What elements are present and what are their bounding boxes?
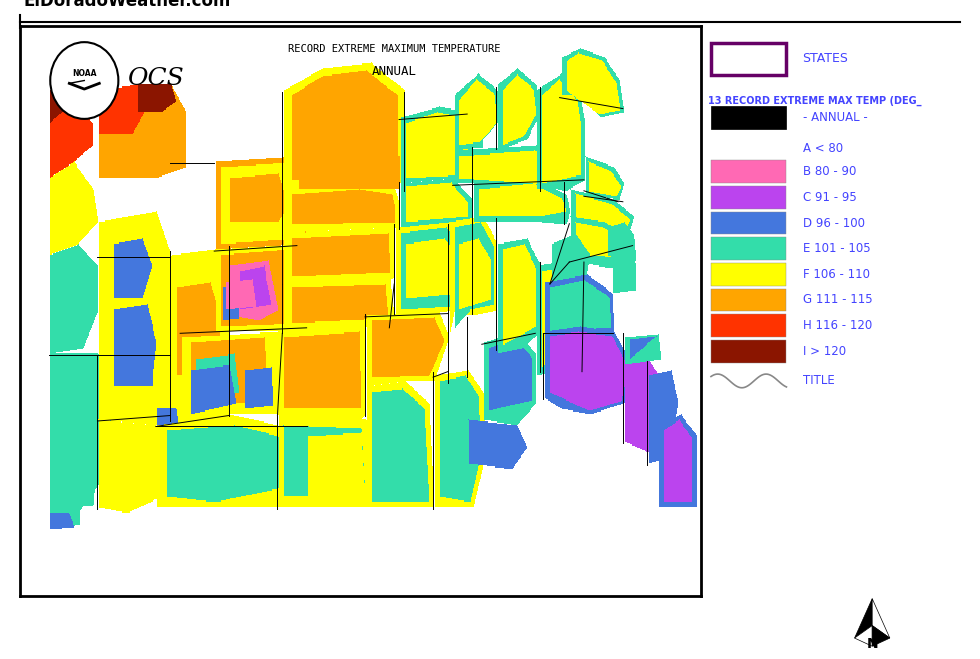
Text: ElDoradoWeather.com: ElDoradoWeather.com — [24, 0, 231, 11]
Text: TITLE: TITLE — [803, 374, 834, 387]
Polygon shape — [855, 598, 872, 638]
Bar — [710, 106, 786, 129]
Bar — [710, 263, 786, 286]
Bar — [710, 340, 786, 362]
Text: - ANNUAL -: - ANNUAL - — [803, 111, 867, 124]
Bar — [710, 160, 786, 183]
Text: B 80 - 90: B 80 - 90 — [803, 165, 856, 178]
Text: F 106 - 110: F 106 - 110 — [803, 268, 869, 281]
Polygon shape — [855, 625, 872, 646]
Polygon shape — [872, 598, 890, 638]
Bar — [710, 212, 786, 235]
Circle shape — [50, 42, 119, 119]
Text: OCS: OCS — [127, 67, 184, 90]
Text: I > 120: I > 120 — [803, 345, 846, 358]
Text: NOAA: NOAA — [73, 69, 97, 78]
Bar — [710, 237, 786, 260]
Polygon shape — [872, 625, 890, 646]
Text: E 101 - 105: E 101 - 105 — [803, 242, 870, 255]
Text: G 111 - 115: G 111 - 115 — [803, 293, 872, 306]
Text: STATES: STATES — [803, 52, 849, 65]
Bar — [710, 186, 786, 209]
Text: 13 RECORD EXTREME MAX TEMP (DEG_: 13 RECORD EXTREME MAX TEMP (DEG_ — [709, 96, 922, 105]
Text: RECORD EXTREME MAXIMUM TEMPERATURE: RECORD EXTREME MAXIMUM TEMPERATURE — [288, 44, 501, 54]
Bar — [710, 314, 786, 337]
Text: C 91 - 95: C 91 - 95 — [803, 191, 857, 204]
Text: D 96 - 100: D 96 - 100 — [803, 217, 864, 229]
Text: H 116 - 120: H 116 - 120 — [803, 319, 872, 332]
Text: N: N — [866, 637, 878, 650]
Text: ANNUAL: ANNUAL — [371, 65, 416, 78]
Text: A < 80: A < 80 — [803, 142, 843, 156]
Bar — [710, 289, 786, 312]
